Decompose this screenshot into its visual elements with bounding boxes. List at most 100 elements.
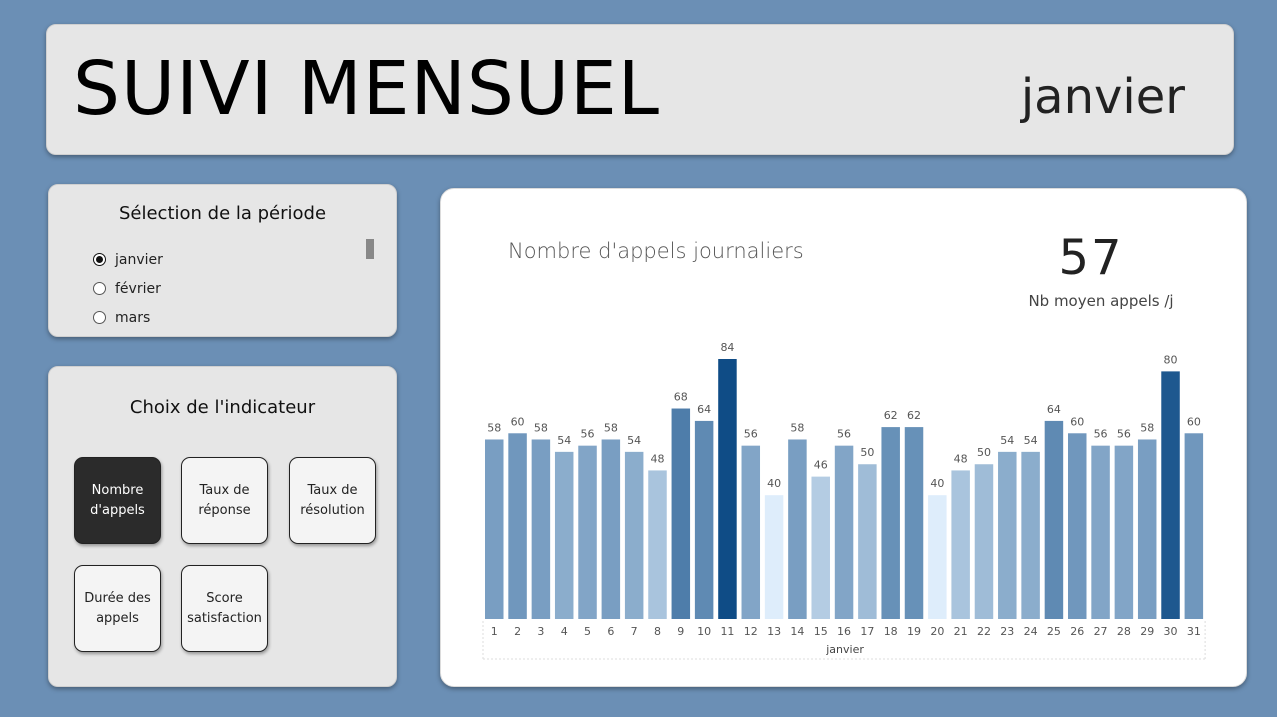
bar-value-label: 54: [1000, 434, 1014, 447]
bar-value-label: 40: [930, 477, 944, 490]
x-tick-label: 29: [1140, 625, 1154, 638]
bar-day-14: [788, 439, 807, 619]
radio-unselected-icon[interactable]: [93, 311, 106, 324]
indicator-selector-heading: Choix de l'indicateur: [129, 397, 316, 418]
x-tick-label: 27: [1094, 625, 1108, 638]
bar-value-label: 84: [720, 341, 734, 354]
bar-day-24: [1021, 451, 1040, 619]
bar-day-23: [998, 451, 1017, 619]
x-tick-label: 13: [767, 625, 781, 638]
x-tick-label: 2: [514, 625, 521, 638]
period-selector-card: Sélection de la période janvier février …: [48, 184, 397, 337]
indicator-selector-card: Choix de l'indicateur Nombre d'appels Ta…: [48, 366, 397, 687]
period-option-janvier[interactable]: janvier: [93, 245, 163, 274]
x-tick-label: 1: [491, 625, 498, 638]
bar-value-label: 56: [581, 428, 595, 441]
bar-day-6: [601, 439, 621, 619]
bar-value-label: 58: [790, 421, 804, 434]
bar-day-31: [1184, 433, 1204, 619]
bar-value-label: 56: [1117, 428, 1131, 441]
bar-day-2: [508, 433, 527, 619]
bar-value-label: 58: [487, 421, 501, 434]
bar-value-label: 50: [977, 446, 991, 459]
period-option-label: février: [115, 280, 161, 297]
bar-day-16: [834, 445, 854, 619]
bar-day-21: [951, 470, 970, 619]
radio-unselected-icon[interactable]: [93, 282, 106, 295]
bar-value-label: 54: [557, 434, 571, 447]
period-selector-heading: Sélection de la période: [118, 203, 327, 224]
bar-day-9: [671, 408, 691, 619]
x-tick-label: 19: [907, 625, 921, 638]
x-tick-label: 25: [1047, 625, 1061, 638]
bar-value-label: 64: [1047, 403, 1061, 416]
indicator-button-score-satisfaction[interactable]: Score satisfaction: [181, 565, 268, 652]
chart-title: Nombre d'appels journaliers: [508, 239, 804, 263]
bar-value-label: 60: [511, 415, 525, 428]
x-tick-label: 16: [837, 625, 851, 638]
bar-day-26: [1068, 433, 1087, 619]
x-tick-label: 22: [977, 625, 991, 638]
x-tick-label: 14: [790, 625, 804, 638]
bar-day-13: [764, 495, 784, 619]
bar-value-label: 62: [884, 409, 898, 422]
period-option-fevrier[interactable]: février: [93, 274, 163, 303]
x-tick-label: 24: [1024, 625, 1038, 638]
period-option-label: mars: [115, 309, 151, 326]
indicator-button-duree-appels[interactable]: Durée des appels: [74, 565, 161, 652]
x-tick-label: 26: [1070, 625, 1084, 638]
radio-selected-icon[interactable]: [93, 253, 106, 266]
chart-card: 58 1 60 2 58 3 54 4 56 5 58 6 54 7 48 8 68 9 64 10 84 11 56 12 4…: [440, 188, 1247, 687]
bar-value-label: 58: [534, 421, 548, 434]
bar-day-18: [881, 427, 900, 619]
bar-value-label: 54: [1024, 434, 1038, 447]
bar-value-label: 60: [1070, 415, 1084, 428]
x-tick-label: 6: [607, 625, 614, 638]
bar-value-label: 56: [744, 428, 758, 441]
bar-day-22: [974, 464, 994, 619]
bar-value-label: 58: [604, 421, 618, 434]
bar-day-3: [531, 439, 551, 619]
bar-value-label: 50: [860, 446, 874, 459]
bar-value-label: 46: [814, 459, 828, 472]
bar-day-10: [694, 420, 714, 619]
daily-calls-bar-chart: 58 1 60 2 58 3 54 4 56 5 58 6 54 7 48 8 68 9 64 10 84 11 56 12 4…: [482, 341, 1206, 660]
bar-day-5: [578, 445, 597, 619]
x-tick-label: 28: [1117, 625, 1131, 638]
kpi-average-label: Nb moyen appels /j: [1028, 292, 1174, 310]
indicator-button-taux-reponse[interactable]: Taux de réponse: [181, 457, 268, 544]
period-option-mars[interactable]: mars: [93, 303, 163, 332]
indicator-button-taux-resolution[interactable]: Taux de résolution: [289, 457, 376, 544]
x-tick-label: 9: [677, 625, 684, 638]
bar-day-12: [741, 445, 761, 619]
bar-day-20: [928, 495, 947, 619]
x-tick-label: 21: [954, 625, 968, 638]
period-option-label: janvier: [115, 251, 163, 268]
x-tick-label: 10: [697, 625, 711, 638]
bar-day-28: [1114, 445, 1134, 619]
indicator-button-nombre-appels[interactable]: Nombre d'appels: [74, 457, 161, 544]
x-tick-label: 20: [930, 625, 944, 638]
x-tick-label: 15: [814, 625, 828, 638]
x-tick-label: 3: [537, 625, 544, 638]
x-tick-label: 8: [654, 625, 661, 638]
bar-day-27: [1091, 445, 1110, 619]
bar-value-label: 68: [674, 391, 688, 404]
bar-value-label: 58: [1140, 421, 1154, 434]
bar-day-19: [904, 427, 924, 619]
header-banner: SUIVI MENSUEL janvier: [46, 24, 1234, 155]
bar-day-1: [485, 439, 504, 619]
period-list-scrollbar[interactable]: [366, 239, 374, 259]
bar-day-30: [1161, 371, 1180, 619]
bar-value-label: 48: [650, 452, 664, 465]
bar-day-11: [718, 359, 737, 619]
current-month-label: janvier: [1020, 69, 1185, 125]
bar-day-4: [554, 451, 574, 619]
bar-value-label: 54: [627, 434, 641, 447]
x-tick-label: 18: [884, 625, 898, 638]
x-tick-label: 12: [744, 625, 758, 638]
bar-day-15: [811, 476, 830, 619]
kpi-average-value: 57: [1058, 230, 1124, 286]
bar-value-label: 56: [837, 428, 851, 441]
bar-value-label: 40: [767, 477, 781, 490]
